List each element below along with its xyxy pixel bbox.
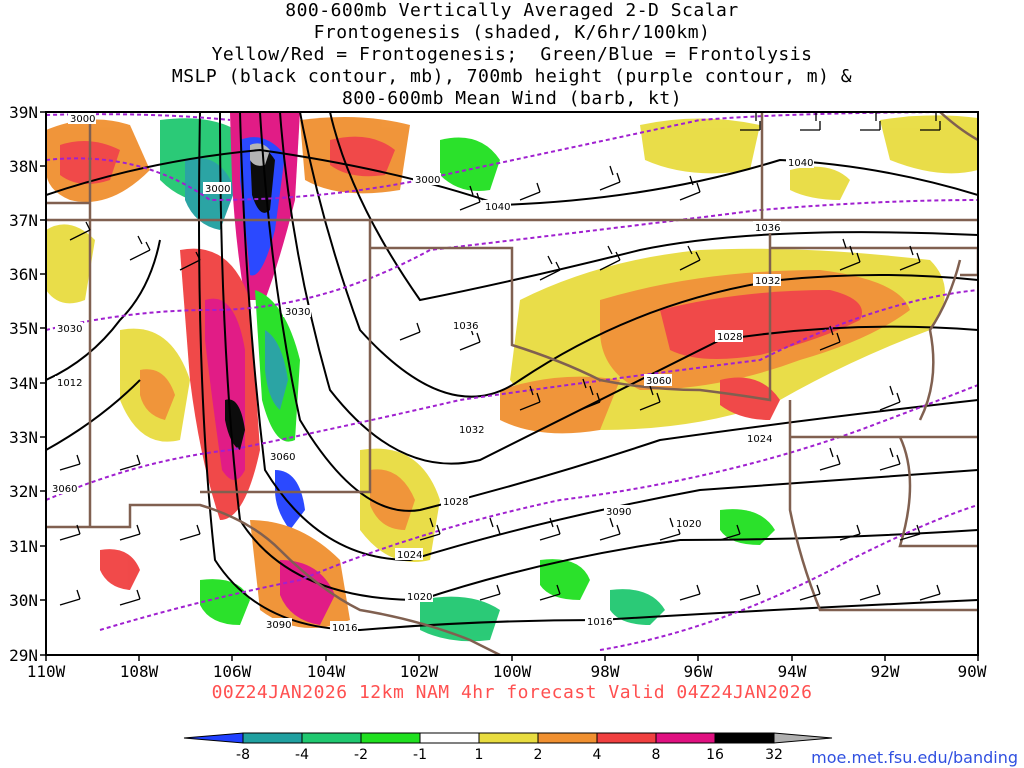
colorbar-label: 1 — [475, 747, 484, 763]
mslp-label: 1020 — [676, 519, 701, 530]
colorbar-label: 8 — [652, 747, 661, 763]
lat-label: 32N — [9, 482, 38, 501]
height-label: 3000 — [415, 175, 440, 186]
height-label: 3090 — [266, 620, 291, 631]
lat-label: 39N — [9, 103, 38, 122]
valid-time: 00Z24JAN2026 12km NAM 4hr forecast Valid… — [211, 682, 813, 703]
lat-label: 34N — [9, 374, 38, 393]
lon-label: 90W — [958, 662, 987, 681]
lon-label: 96W — [684, 662, 713, 681]
height-label: 3090 — [606, 507, 631, 518]
colorbar: -8 -4 -2 -1 1 2 4 8 16 32 — [183, 732, 833, 763]
mslp-label: 1028 — [443, 497, 468, 508]
lon-label: 94W — [778, 662, 807, 681]
colorbar-segment — [419, 732, 480, 744]
lat-label: 30N — [9, 591, 38, 610]
mslp-label: 1024 — [747, 434, 772, 445]
colorbar-segment — [714, 732, 775, 744]
lat-axis — [40, 111, 46, 656]
lon-label: 92W — [871, 662, 900, 681]
colorbar-label: 4 — [593, 747, 602, 763]
height-label: 3000 — [70, 114, 95, 125]
lat-label: 37N — [9, 211, 38, 230]
lat-label: 33N — [9, 428, 38, 447]
state-borders — [46, 112, 978, 655]
lat-label: 35N — [9, 319, 38, 338]
title-line-3: Yellow/Red = Frontogenesis; Green/Blue =… — [211, 44, 813, 65]
height-label: 3000 — [205, 184, 230, 195]
lon-label: 108W — [120, 662, 159, 681]
lon-label: 98W — [591, 662, 620, 681]
colorbar-label: -2 — [354, 747, 368, 763]
height-label: 3030 — [285, 307, 310, 318]
lat-label: 29N — [9, 646, 38, 665]
colorbar-arrow-left — [183, 732, 244, 744]
mslp-label: 1040 — [485, 202, 510, 213]
colorbar-label: -4 — [295, 747, 309, 763]
height-label: 3060 — [52, 484, 77, 495]
colorbar-segment — [360, 732, 421, 744]
lon-label: 100W — [493, 662, 532, 681]
mslp-label: 1036 — [453, 321, 478, 332]
mslp-label: 1016 — [332, 623, 357, 634]
mslp-label: 1024 — [397, 550, 422, 561]
title-line-5: 800-600mb Mean Wind (barb, kt) — [341, 88, 683, 109]
colorbar-label: 16 — [706, 747, 724, 763]
title-line-4: MSLP (black contour, mb), 700mb height (… — [171, 66, 853, 87]
mslp-label: 1012 — [57, 378, 82, 389]
lon-label: 104W — [307, 662, 346, 681]
lat-labels: 39N 38N 37N 36N 35N 34N 33N 32N 31N 30N … — [9, 103, 38, 665]
colorbar-segment — [596, 732, 657, 744]
chart-title: 800-600mb Vertically Averaged 2-D Scalar… — [0, 0, 1024, 110]
mslp-label: 1032 — [755, 276, 780, 287]
mslp-label: 1036 — [755, 223, 780, 234]
lon-label: 102W — [400, 662, 439, 681]
source-link[interactable]: moe.met.fsu.edu/banding — [811, 748, 1018, 767]
height-label: 3060 — [646, 376, 671, 387]
title-line-1: 800-600mb Vertically Averaged 2-D Scalar — [285, 0, 739, 21]
height-label: 3030 — [57, 324, 82, 335]
colorbar-segment — [242, 732, 303, 744]
lon-label: 110W — [27, 662, 66, 681]
contour-labels: 1040 1040 1036 1036 1032 1032 1028 1028 … — [50, 112, 814, 634]
colorbar-arrow-right — [773, 732, 833, 744]
colorbar-label: 2 — [534, 747, 543, 763]
lat-label: 36N — [9, 265, 38, 284]
colorbar-label: -1 — [413, 747, 427, 763]
lon-labels: 110W 108W 106W 104W 102W 100W 98W 96W 94… — [27, 662, 987, 681]
colorbar-segment — [537, 732, 598, 744]
height-label: 3060 — [270, 452, 295, 463]
title-line-2: Frontogenesis (shaded, K/6hr/100km) — [313, 22, 711, 43]
colorbar-segment — [655, 732, 716, 744]
mslp-label: 1032 — [459, 425, 484, 436]
mslp-label: 1040 — [788, 158, 813, 169]
mslp-label: 1016 — [587, 617, 612, 628]
shading-layer — [46, 112, 978, 642]
lon-label: 106W — [213, 662, 252, 681]
colorbar-segment — [478, 732, 539, 744]
wind-barbs — [59, 112, 941, 606]
mslp-label: 1020 — [407, 592, 432, 603]
colorbar-label: 32 — [765, 747, 783, 763]
mslp-label: 1028 — [717, 332, 742, 343]
lat-label: 31N — [9, 537, 38, 556]
lat-label: 38N — [9, 157, 38, 176]
map-field — [46, 112, 978, 655]
lon-axis — [45, 655, 979, 661]
colorbar-label: -8 — [236, 747, 250, 763]
colorbar-segment — [301, 732, 362, 744]
